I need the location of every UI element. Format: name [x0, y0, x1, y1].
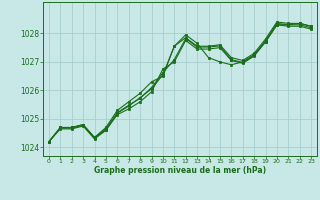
X-axis label: Graphe pression niveau de la mer (hPa): Graphe pression niveau de la mer (hPa) — [94, 166, 266, 175]
